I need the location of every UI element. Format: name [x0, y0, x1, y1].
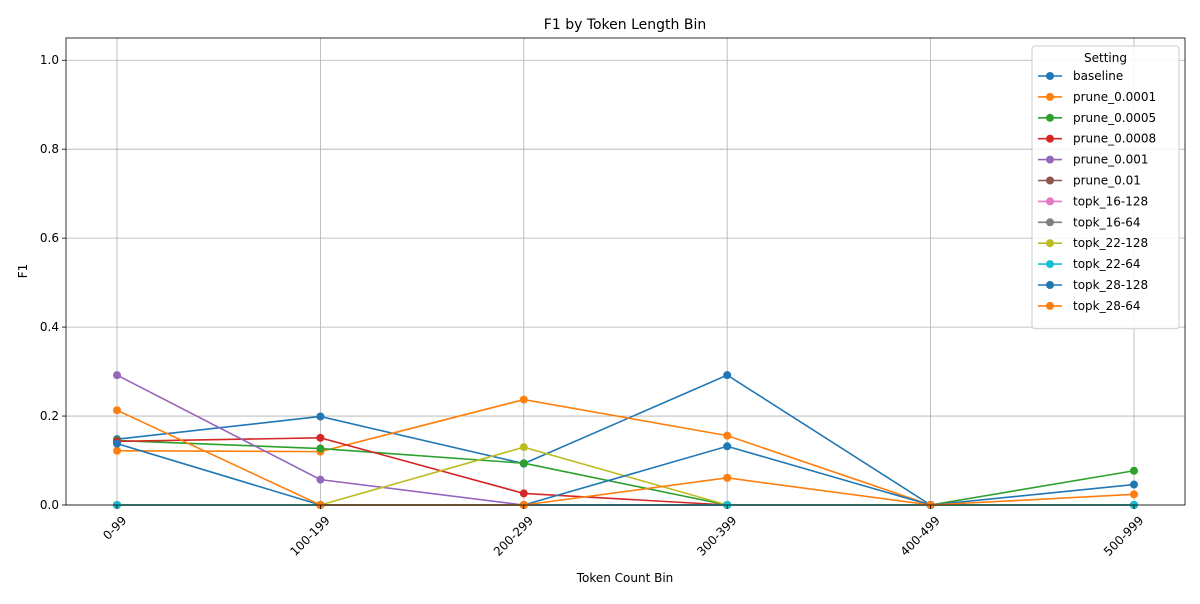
legend-item: topk_16-128	[1038, 194, 1148, 208]
chart-title: F1 by Token Length Bin	[544, 17, 706, 33]
legend-marker	[1046, 260, 1054, 269]
y-tick-label: 0.0	[40, 498, 59, 512]
data-point	[316, 444, 325, 453]
data-point	[723, 442, 732, 451]
legend-label: topk_28-64	[1073, 299, 1140, 313]
data-point	[519, 395, 528, 404]
legend-marker	[1046, 72, 1054, 80]
data-point	[316, 412, 325, 421]
legend-label: prune_0.0001	[1073, 90, 1156, 104]
data-point	[519, 459, 528, 468]
data-point	[723, 431, 732, 440]
series-topk_28-64	[113, 406, 1138, 509]
legend-label: topk_16-64	[1073, 215, 1140, 229]
series-line	[116, 439, 1135, 506]
series-line	[116, 409, 1135, 506]
legend-item: topk_28-64	[1038, 299, 1140, 313]
legend-label: prune_0.001	[1073, 153, 1149, 167]
legend: Setting baseline prune_0.0001 prune_0.0005p…	[1031, 45, 1180, 330]
x-tick-label: 300-399	[694, 513, 739, 558]
legend-marker	[1046, 301, 1054, 310]
y-axis-label: F1	[16, 264, 30, 279]
series-prune_0.0008	[113, 433, 1138, 509]
data-point	[316, 475, 325, 484]
legend-item: prune_0.01	[1038, 174, 1141, 188]
legend-item: topk_28-128	[1038, 278, 1148, 292]
legend-item: prune_0.001	[1038, 153, 1149, 167]
x-tick-label: 400-499	[898, 513, 943, 558]
series-prune_0.0005	[113, 436, 1138, 509]
legend-label: topk_16-128	[1073, 194, 1148, 208]
legend-item: prune_0.0005	[1038, 111, 1156, 125]
y-tick-label: 0.8	[40, 142, 59, 156]
legend-marker	[1046, 176, 1054, 185]
legend-item: prune_0.0001	[1038, 90, 1156, 104]
y-tick-label: 1.0	[40, 53, 59, 67]
data-point	[723, 473, 732, 482]
data-point	[1130, 466, 1138, 475]
x-tick-label: 100-199	[287, 513, 332, 558]
data-point	[113, 439, 121, 448]
data-point	[723, 371, 732, 380]
x-tick-label: 200-299	[491, 513, 536, 558]
data-point	[113, 446, 121, 455]
data-point	[519, 489, 528, 498]
x-axis-label: Token Count Bin	[576, 571, 674, 585]
legend-marker	[1046, 134, 1054, 143]
legend-item: baseline	[1038, 69, 1123, 83]
legend-label: prune_0.01	[1073, 174, 1141, 188]
data-point	[519, 443, 528, 452]
legend-marker	[1046, 239, 1054, 248]
data-point	[316, 433, 325, 442]
plot-frame	[65, 37, 1186, 506]
legend-item: topk_22-128	[1038, 236, 1148, 250]
x-tick-label: 0-99	[100, 513, 129, 542]
legend-item: topk_16-64	[1038, 215, 1140, 229]
legend-marker	[1046, 281, 1054, 289]
legend-item: topk_22-64	[1038, 257, 1140, 271]
legend-marker	[1046, 218, 1054, 227]
data-point	[1130, 480, 1138, 489]
data-point	[1130, 490, 1138, 499]
legend-marker	[1046, 155, 1054, 164]
data-point	[113, 371, 121, 380]
series-line	[116, 374, 1134, 506]
series-line	[116, 437, 1134, 506]
legend-box	[1031, 45, 1180, 330]
y-tick-label: 0.6	[40, 231, 59, 245]
legend-marker	[1046, 113, 1054, 122]
legend-marker	[1046, 92, 1054, 101]
legend-label: prune_0.0008	[1073, 132, 1156, 146]
legend-label: baseline	[1073, 69, 1123, 83]
y-tick-label: 0.4	[40, 320, 59, 334]
series-line	[116, 374, 1134, 506]
legend-label: topk_28-128	[1073, 278, 1148, 292]
legend-item: prune_0.0008	[1038, 132, 1156, 146]
series-lines	[113, 371, 1138, 509]
legend-label: prune_0.0005	[1073, 111, 1156, 125]
x-tick-label: 500-999	[1101, 513, 1146, 558]
legend-title: Setting	[1084, 51, 1127, 65]
series-line	[116, 442, 1135, 506]
y-tick-label: 0.2	[40, 409, 59, 423]
data-point	[113, 406, 121, 415]
legend-marker	[1046, 197, 1054, 206]
legend-label: topk_22-128	[1073, 236, 1148, 250]
legend-label: topk_22-64	[1073, 257, 1140, 271]
